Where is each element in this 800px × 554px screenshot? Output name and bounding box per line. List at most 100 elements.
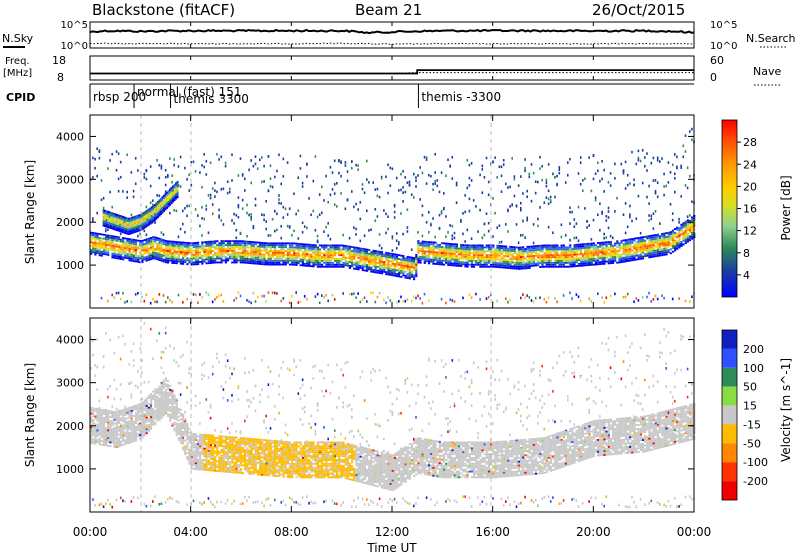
heatmap-cell <box>490 265 493 268</box>
heatmap-cell <box>534 180 537 183</box>
heatmap-cell <box>400 266 403 269</box>
heatmap-cell <box>363 259 366 262</box>
heatmap-cell <box>194 259 197 262</box>
heatmap-cell <box>259 261 262 263</box>
heatmap-cell <box>592 246 595 249</box>
heatmap-cell <box>331 293 334 297</box>
heatmap-cell <box>190 242 193 245</box>
heatmap-cell <box>661 242 664 245</box>
heatmap-cell <box>376 252 379 255</box>
heatmap-cell <box>135 221 138 224</box>
heatmap-cell <box>126 196 128 199</box>
heatmap-cell <box>122 430 125 433</box>
heatmap-cell <box>498 247 501 249</box>
heatmap-cell <box>378 256 381 259</box>
heatmap-cell <box>547 296 550 299</box>
heatmap-cell <box>231 219 233 222</box>
heatmap-cell <box>297 244 300 247</box>
heatmap-cell <box>601 245 604 248</box>
heatmap-cell <box>149 242 153 245</box>
heatmap-cell <box>288 207 291 210</box>
heatmap-cell <box>408 265 411 268</box>
heatmap-cell <box>166 191 168 194</box>
heatmap-cell <box>586 258 589 261</box>
heatmap-cell <box>122 226 125 229</box>
heatmap-cell <box>137 229 140 232</box>
heatmap-cell <box>134 256 138 259</box>
heatmap-cell <box>626 250 630 253</box>
heatmap-cell <box>528 263 531 265</box>
heatmap-cell <box>359 261 362 263</box>
heatmap-cell <box>105 221 108 224</box>
heatmap-cell <box>186 259 189 262</box>
heatmap-cell <box>483 176 486 179</box>
heatmap-cell <box>505 253 508 256</box>
heatmap-cell <box>252 256 255 259</box>
heatmap-cell <box>562 244 565 247</box>
heatmap-cell <box>432 262 435 265</box>
heatmap-cell <box>111 152 113 156</box>
heatmap-cell <box>487 248 491 251</box>
heatmap-cell <box>110 220 113 223</box>
heatmap-cell <box>654 294 657 298</box>
heatmap-cell <box>162 250 165 253</box>
heatmap-cell <box>445 301 447 305</box>
heatmap-cell <box>288 301 291 305</box>
heatmap-cell <box>571 265 574 268</box>
heatmap-cell <box>329 258 332 260</box>
heatmap-cell <box>153 208 156 211</box>
heatmap-cell <box>624 231 627 235</box>
heatmap-cell <box>214 253 217 256</box>
heatmap-cell <box>130 419 133 422</box>
heatmap-cell <box>96 441 99 443</box>
heatmap-cell <box>147 241 150 244</box>
heatmap-cell <box>152 500 154 503</box>
heatmap-cell <box>98 437 101 440</box>
heatmap-cell <box>689 130 691 133</box>
heatmap-cell <box>237 253 240 256</box>
heatmap-cell <box>117 427 120 430</box>
heatmap-cell <box>246 242 249 245</box>
heatmap-cell <box>123 225 126 228</box>
heatmap-cell <box>633 183 635 187</box>
heatmap-cell <box>436 263 439 265</box>
heatmap-cell <box>575 293 578 296</box>
heatmap-cell <box>342 292 344 295</box>
heatmap-cell <box>265 248 268 250</box>
heatmap-cell <box>261 213 263 216</box>
heatmap-cell <box>276 261 279 264</box>
heatmap-cell <box>194 245 197 248</box>
heatmap-cell <box>425 244 428 247</box>
heatmap-cell <box>164 251 168 254</box>
heatmap-cell <box>359 253 362 256</box>
heatmap-cell <box>641 247 645 250</box>
heatmap-cell <box>592 218 595 222</box>
heatmap-cell <box>462 212 464 215</box>
heatmap-cell <box>132 434 135 437</box>
heatmap-cell <box>603 168 605 172</box>
heatmap-cell <box>346 247 349 250</box>
heatmap-cell <box>134 243 138 246</box>
heatmap-cell <box>233 255 236 258</box>
heatmap-cell <box>235 246 238 248</box>
heatmap-cell <box>327 260 330 262</box>
heatmap-cell <box>124 439 127 442</box>
heatmap-cell <box>470 162 473 165</box>
heatmap-cell <box>130 171 133 174</box>
heatmap-cell <box>237 204 240 207</box>
heatmap-cell <box>434 179 436 183</box>
heatmap-cell <box>92 339 94 343</box>
heatmap-cell <box>147 420 150 423</box>
heatmap-cell <box>669 252 672 255</box>
heatmap-cell <box>549 195 552 199</box>
heatmap-cell <box>554 258 557 260</box>
heatmap-cell <box>684 228 687 231</box>
heatmap-cell <box>603 241 606 244</box>
heatmap-cell <box>423 254 426 257</box>
heatmap-cell <box>153 214 156 217</box>
heatmap-cell <box>430 249 433 251</box>
heatmap-cell <box>90 416 93 419</box>
heatmap-cell <box>425 258 428 261</box>
heatmap-cell <box>233 212 235 216</box>
